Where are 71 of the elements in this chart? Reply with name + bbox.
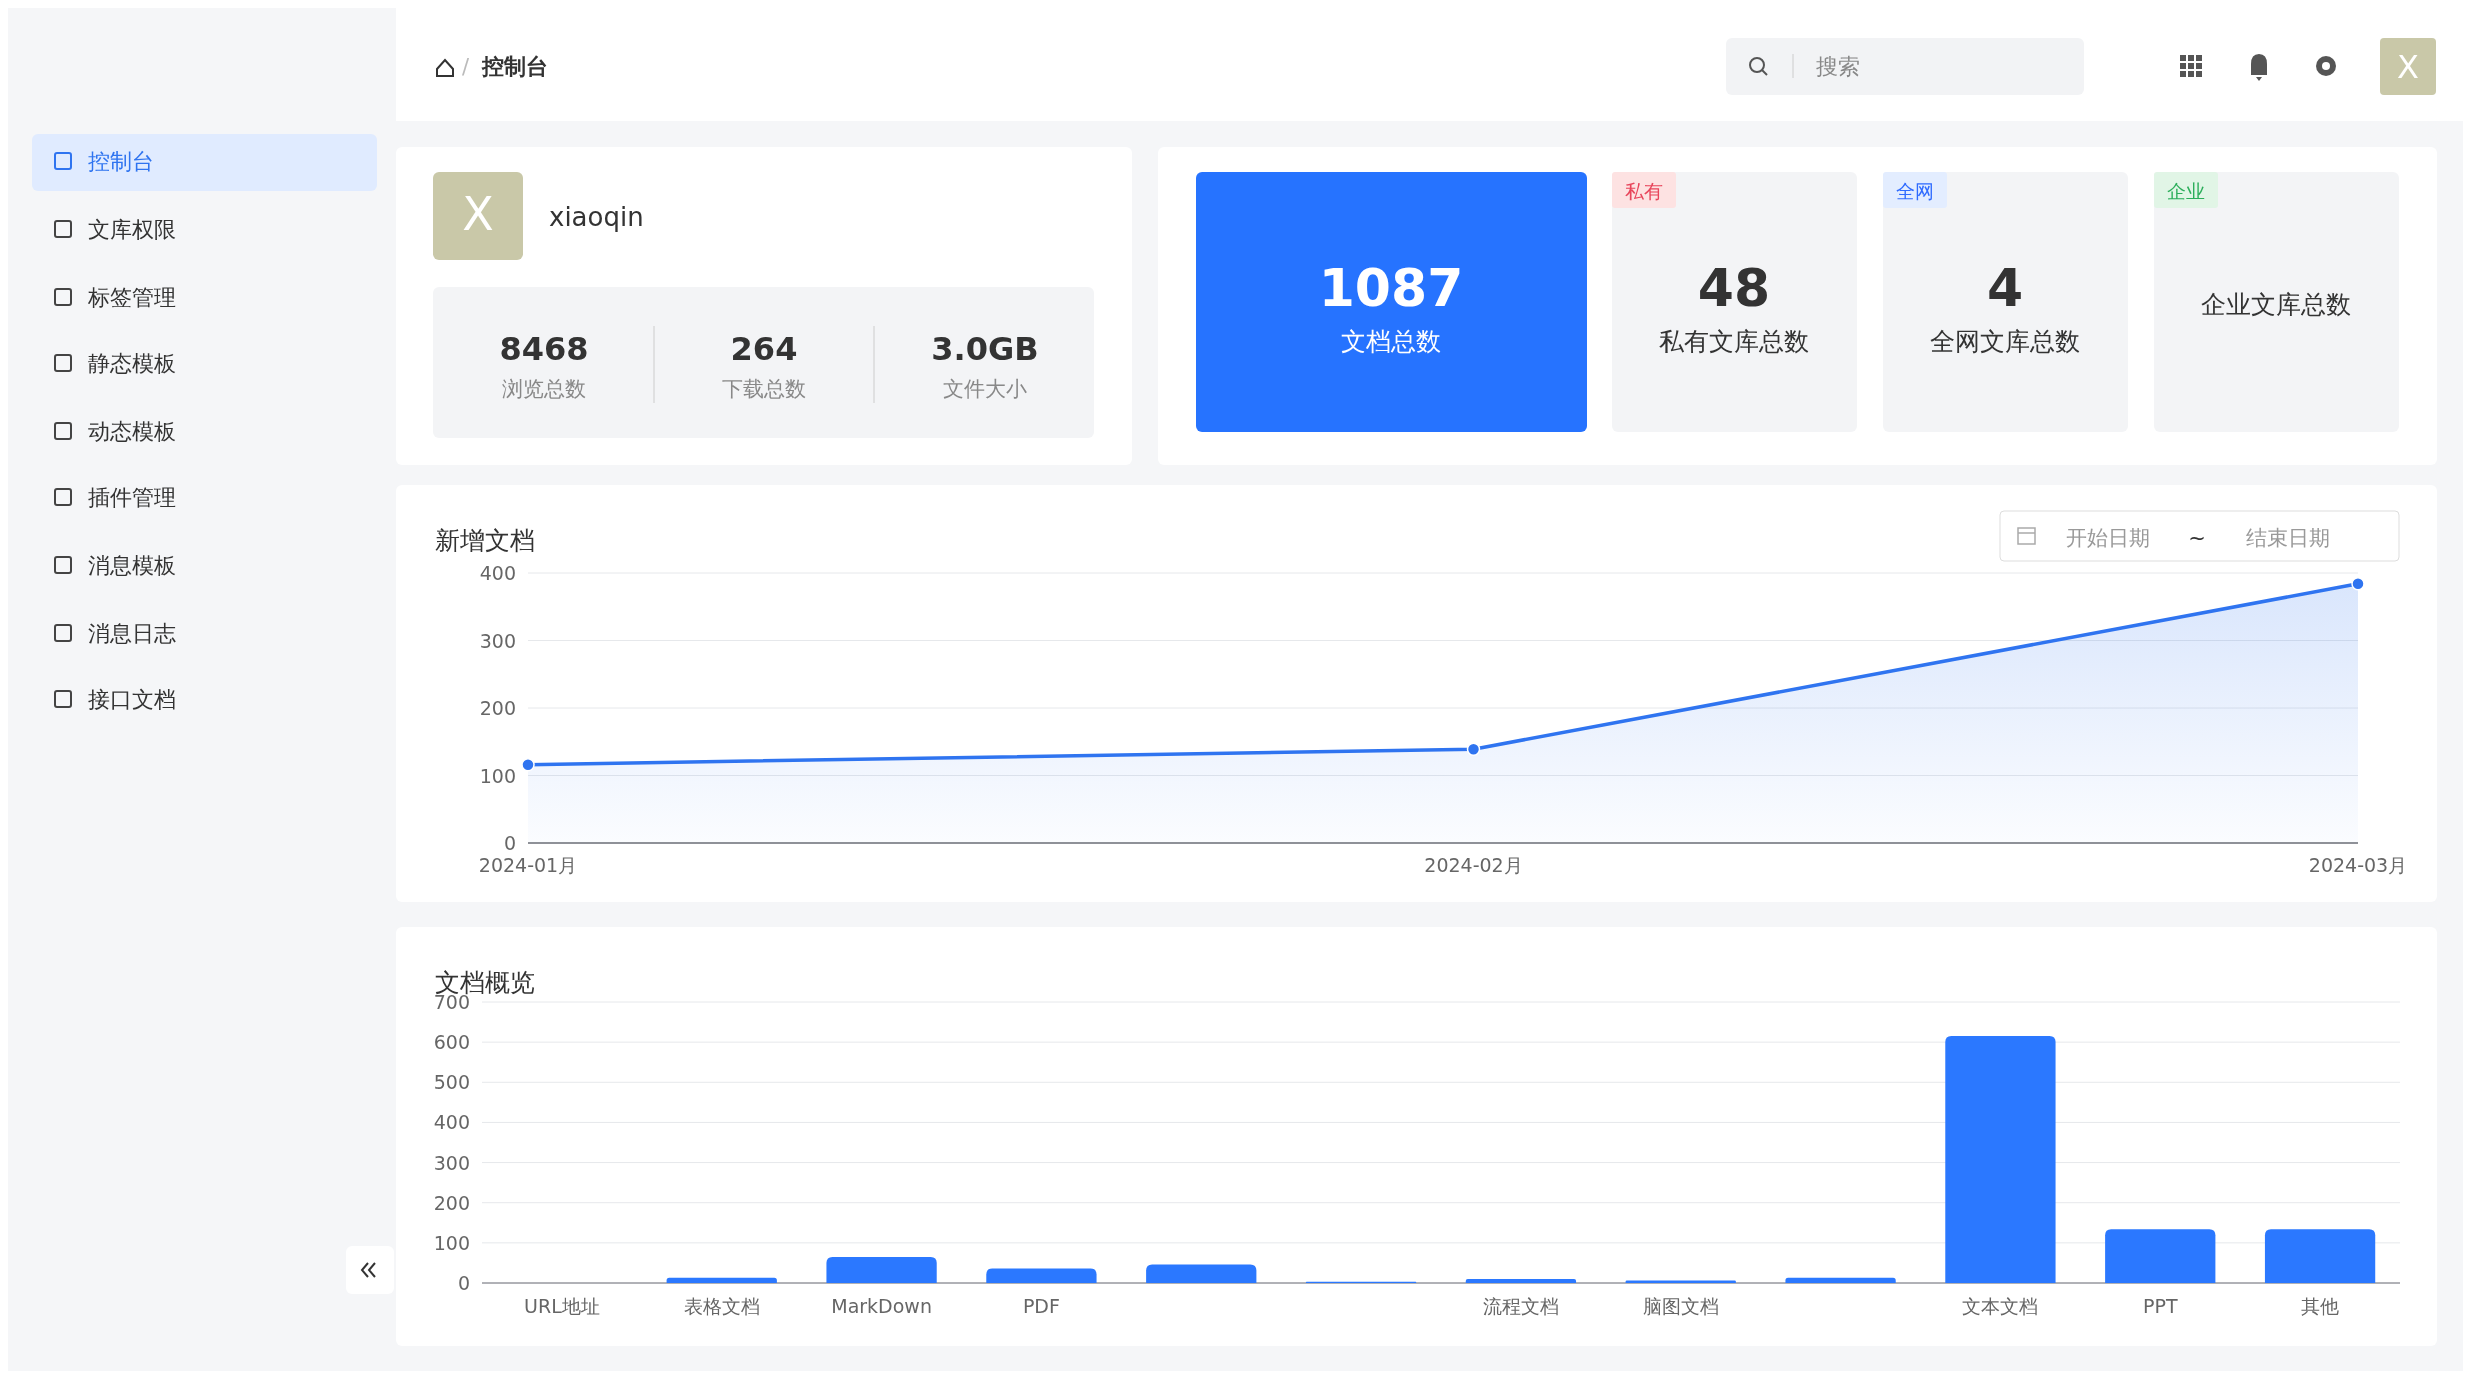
bar xyxy=(826,1256,937,1283)
point xyxy=(1466,742,1481,756)
text: 标签管理 xyxy=(87,285,176,310)
text: 私有文库总数 xyxy=(1659,327,1809,356)
text: 搜索 xyxy=(1816,54,1860,79)
x-tick-label: 流程文档 xyxy=(1482,1295,1559,1317)
text: 消息日志 xyxy=(88,621,176,646)
text: 3.0GB xyxy=(931,330,1039,368)
x-tick-label: 脑图文档 xyxy=(1642,1295,1719,1317)
x-tick-label: PDF xyxy=(1022,1295,1060,1317)
text: 浏览总数 xyxy=(502,377,586,401)
text: 48 xyxy=(1697,258,1771,318)
text: 1087 xyxy=(1318,258,1464,318)
text: 文件大小 xyxy=(943,377,1027,401)
y-tick-label: 400 xyxy=(433,1111,470,1134)
text: 开始日期 xyxy=(2066,526,2150,550)
y-tick-label: 300 xyxy=(479,629,516,652)
x-tick-label: 2024-02月 xyxy=(1424,854,1523,876)
y-tick-label: 600 xyxy=(433,1031,470,1054)
y-tick-label: 100 xyxy=(433,1231,470,1254)
x-tick-label: 2024-01月 xyxy=(478,854,578,876)
text: 消息模板 xyxy=(88,553,176,578)
text: 控制台 xyxy=(481,54,548,79)
x-tick-label: MarkDown xyxy=(831,1295,932,1317)
x-tick-label: URL地址 xyxy=(524,1295,600,1317)
text: 企业 xyxy=(2167,180,2205,202)
bar xyxy=(666,1277,777,1283)
text: 接口文档 xyxy=(88,687,176,712)
text: 下载总数 xyxy=(722,377,806,401)
y-tick-label: 500 xyxy=(433,1071,470,1094)
y-tick-label: 100 xyxy=(479,764,516,787)
text: 全网文库总数 xyxy=(1930,327,2080,356)
point xyxy=(2351,577,2365,591)
bar xyxy=(1785,1277,1896,1283)
text: / xyxy=(462,55,470,79)
x-tick-label: 文本文档 xyxy=(1962,1295,2039,1317)
y-tick-label: 0 xyxy=(503,832,516,854)
bar xyxy=(1945,1036,2056,1283)
bar xyxy=(986,1268,1097,1283)
text: X xyxy=(462,187,494,241)
x-tick-label: 2024-03月 xyxy=(2308,854,2408,876)
text: 4 xyxy=(1986,258,2024,318)
text: 文库权限 xyxy=(88,217,176,242)
y-tick-label: 300 xyxy=(433,1151,470,1174)
x-tick-label: 其他 xyxy=(2301,1295,2340,1317)
text: ~ xyxy=(2188,526,2206,550)
text: 静态模板 xyxy=(88,351,176,376)
x-tick-label: 表格文档 xyxy=(683,1295,760,1317)
text: 企业文库总数 xyxy=(2201,290,2351,319)
text: 文档总数 xyxy=(1341,327,1441,356)
text: 264 xyxy=(730,330,798,368)
text: 全网 xyxy=(1896,180,1934,202)
bar xyxy=(2264,1229,2376,1283)
chart-title: 新增文档 xyxy=(435,526,535,555)
point xyxy=(521,757,535,772)
y-tick-label: 200 xyxy=(479,697,516,719)
y-tick-label: 0 xyxy=(457,1272,470,1294)
bar xyxy=(2105,1229,2216,1283)
text: xiaoqin xyxy=(549,202,644,232)
text: 结束日期 xyxy=(2246,526,2330,550)
text: 插件管理 xyxy=(88,485,176,510)
text: 8468 xyxy=(499,330,589,368)
x-tick-label: PPT xyxy=(2142,1295,2178,1317)
text: 私有 xyxy=(1625,180,1663,202)
text: 动态模板 xyxy=(88,419,176,444)
text: X xyxy=(2397,48,2419,86)
bar xyxy=(1465,1278,1577,1283)
text: 控制台 xyxy=(88,149,154,174)
y-tick-label: 400 xyxy=(479,562,516,584)
y-tick-label: 200 xyxy=(433,1191,470,1214)
bar xyxy=(1146,1264,1257,1283)
